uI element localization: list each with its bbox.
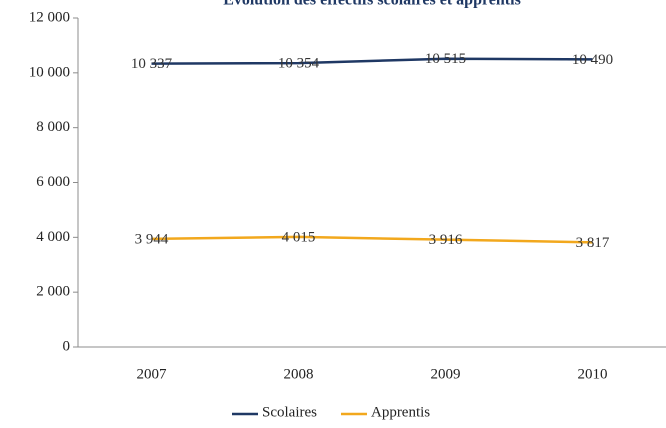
y-tick-label: 10 000 [29, 64, 70, 80]
y-tick-label: 8 000 [36, 119, 70, 135]
legend-label: Scolaires [262, 404, 317, 420]
chart-title: Évolution des effectifs scolaires et app… [223, 0, 521, 9]
y-tick-label: 0 [63, 338, 71, 354]
data-label: 3 817 [576, 235, 610, 251]
series-line [151, 57, 593, 65]
data-label: 10 490 [572, 52, 613, 68]
x-tick-label: 2009 [431, 366, 461, 382]
legend-label: Apprentis [371, 404, 430, 420]
data-label: 4 015 [282, 229, 316, 245]
data-label: 10 354 [278, 56, 320, 72]
series-line [151, 235, 593, 244]
data-label: 3 916 [429, 232, 463, 248]
data-label: 10 515 [425, 51, 466, 67]
y-tick-label: 2 000 [36, 284, 70, 300]
x-tick-label: 2007 [137, 366, 168, 382]
x-tick-label: 2010 [578, 366, 608, 382]
x-tick-label: 2008 [284, 366, 314, 382]
data-label: 10 337 [131, 56, 173, 72]
y-tick-label: 4 000 [36, 229, 70, 245]
data-label: 3 944 [135, 231, 169, 247]
y-tick-label: 6 000 [36, 174, 70, 190]
y-tick-label: 12 000 [29, 9, 70, 25]
